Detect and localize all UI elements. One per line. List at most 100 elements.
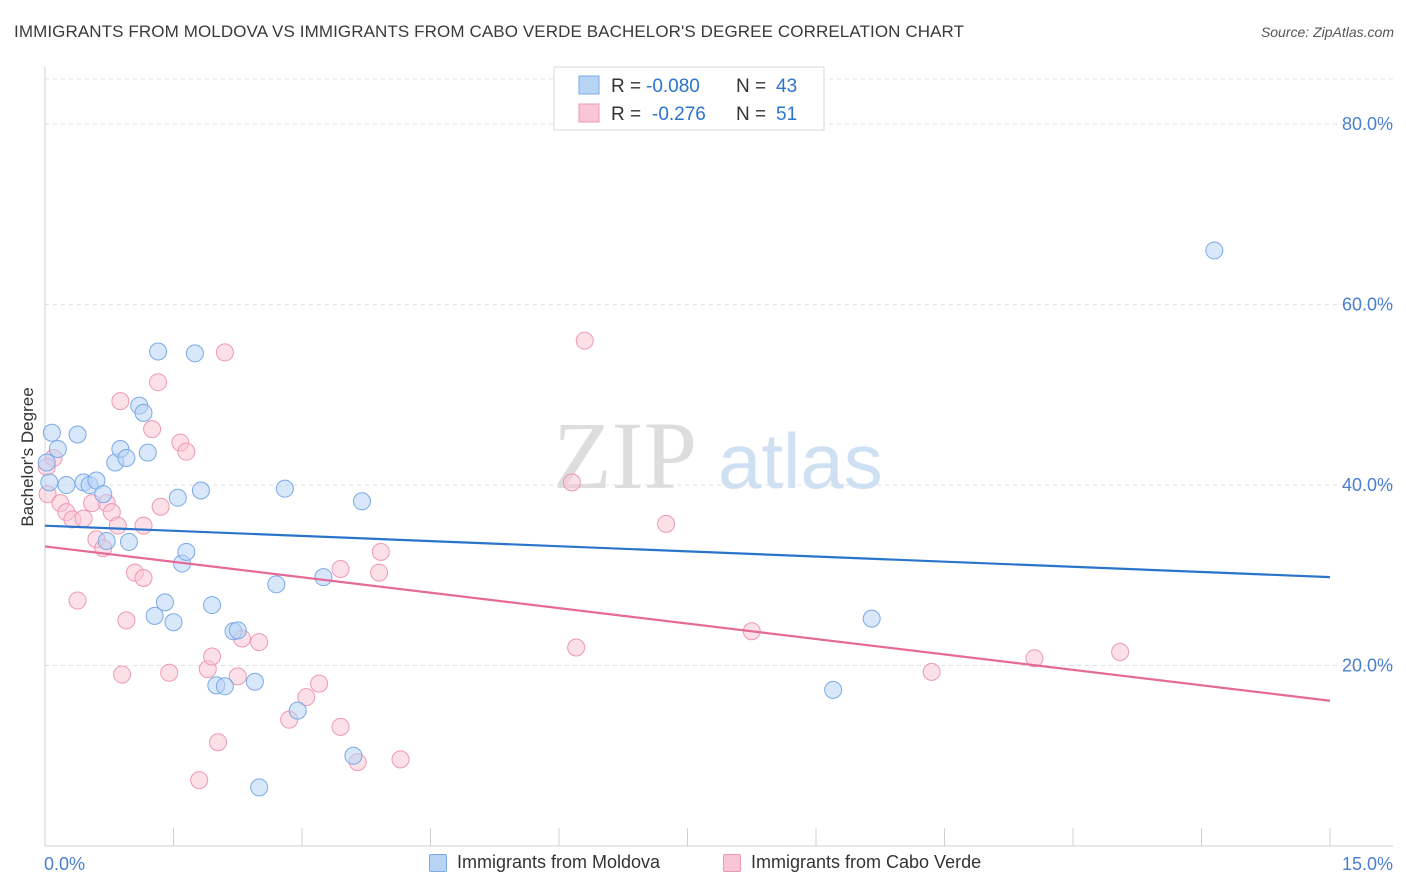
- moldova-point: [203, 596, 222, 615]
- caboverde-point: [297, 688, 316, 707]
- caboverde-point: [370, 563, 389, 582]
- moldova-point: [177, 542, 196, 561]
- caboverde-point: [922, 662, 941, 681]
- caboverde-point: [562, 473, 581, 492]
- moldova-point: [37, 453, 56, 472]
- caboverde-point: [190, 771, 209, 790]
- moldova-point: [97, 532, 116, 551]
- caboverde-point: [391, 750, 410, 769]
- caboverde-point: [160, 663, 179, 682]
- caboverde-point: [149, 373, 168, 392]
- caboverde-point: [567, 638, 586, 657]
- caboverde-point: [74, 509, 93, 528]
- chart-title: IMMIGRANTS FROM MOLDOVA VS IMMIGRANTS FR…: [14, 22, 965, 41]
- moldova-point: [862, 609, 881, 628]
- moldova-point: [57, 476, 76, 495]
- legend-item-moldova: Immigrants from Moldova: [429, 852, 660, 873]
- moldova-point: [228, 621, 247, 640]
- moldova-point: [275, 479, 294, 498]
- caboverde-point: [134, 569, 153, 588]
- stats-legend-r-label: R =: [611, 104, 641, 125]
- source-label: Source: ZipAtlas.com: [1260, 24, 1394, 40]
- caboverde-point: [203, 647, 222, 666]
- moldova-point: [215, 677, 234, 696]
- caboverde-point: [68, 591, 87, 610]
- legend-item-caboverde: Immigrants from Cabo Verde: [723, 852, 981, 873]
- moldova-point: [267, 575, 286, 594]
- moldova-point: [314, 568, 333, 587]
- y-tick-label: 40.0%: [1342, 475, 1393, 495]
- stats-legend-n-value: 51: [776, 104, 797, 125]
- legend-label-moldova: Immigrants from Moldova: [457, 852, 661, 872]
- moldova-point: [42, 423, 61, 442]
- moldova-point: [117, 448, 136, 467]
- caboverde-point: [331, 717, 350, 736]
- caboverde-point: [134, 516, 153, 535]
- moldova-point: [134, 403, 153, 422]
- legend-swatch-moldova: [429, 853, 447, 872]
- caboverde-point: [215, 343, 234, 362]
- moldova-point: [191, 481, 210, 500]
- moldova-point: [40, 473, 59, 492]
- moldova-point: [48, 439, 67, 458]
- moldova-point: [94, 485, 113, 504]
- caboverde-point: [113, 665, 132, 684]
- caboverde-point: [575, 331, 594, 350]
- caboverde-point: [657, 514, 676, 533]
- stats-legend-r-value: -0.276: [652, 104, 706, 125]
- series-moldova-points: [37, 241, 1224, 797]
- caboverde-point: [117, 611, 136, 630]
- moldova-point: [824, 680, 843, 699]
- legend-swatch-caboverde: [723, 853, 741, 872]
- stats-legend-n-value: 43: [776, 76, 797, 97]
- caboverde-point: [228, 667, 247, 686]
- caboverde-point: [209, 733, 228, 752]
- moldova-point: [164, 613, 183, 632]
- caboverde-point: [151, 497, 170, 516]
- grid-lines: [45, 78, 1393, 667]
- stats-legend-r-label: R =: [611, 76, 641, 97]
- x-tick-label: 0.0%: [44, 854, 85, 874]
- moldova-point: [288, 701, 307, 720]
- legend-label-caboverde: Immigrants from Cabo Verde: [751, 852, 982, 872]
- stats-legend-n-label: N =: [736, 76, 766, 97]
- bottom-legend: Immigrants from Moldova Immigrants from …: [0, 852, 1406, 878]
- moldova-point: [245, 672, 264, 691]
- watermark-atlas: atlas: [718, 417, 883, 505]
- watermark-zip: ZIP: [553, 402, 697, 509]
- moldova-point: [250, 778, 269, 797]
- caboverde-trend-line: [44, 545, 1331, 702]
- stats-legend-moldova-swatch: [578, 75, 600, 95]
- y-tick-label: 80.0%: [1342, 114, 1393, 134]
- caboverde-point: [250, 633, 269, 652]
- caboverde-point: [108, 516, 127, 535]
- stats-legend-r-value: -0.080: [646, 76, 700, 97]
- stats-legend-caboverde-swatch: [578, 103, 600, 123]
- moldova-point: [168, 488, 187, 507]
- caboverde-point: [143, 420, 162, 439]
- series-caboverde-points: [37, 331, 1130, 790]
- moldova-point: [344, 746, 363, 765]
- stats-legend-n-label: N =: [736, 104, 766, 125]
- moldova-trend-line: [44, 524, 1331, 579]
- moldova-point: [138, 443, 157, 462]
- y-tick-labels: 20.0% 40.0% 60.0% 80.0%: [1342, 114, 1393, 675]
- caboverde-point: [111, 392, 130, 411]
- y-axis-label: Bachelor's Degree: [18, 387, 37, 526]
- y-tick-label: 60.0%: [1342, 295, 1393, 315]
- y-tick-label: 20.0%: [1342, 656, 1393, 676]
- caboverde-point: [1025, 649, 1044, 668]
- moldova-point: [149, 342, 168, 361]
- moldova-point: [1205, 241, 1224, 260]
- x-tick-labels: 0.0% 15.0%: [44, 854, 1393, 874]
- moldova-point: [119, 532, 138, 551]
- moldova-point: [68, 425, 87, 444]
- caboverde-point: [310, 674, 329, 693]
- trend-lines: [44, 524, 1331, 702]
- moldova-point: [145, 606, 164, 625]
- caboverde-point: [1111, 642, 1130, 661]
- caboverde-point: [331, 559, 350, 578]
- caboverde-point: [177, 442, 196, 461]
- x-tick-label: 15.0%: [1342, 854, 1393, 874]
